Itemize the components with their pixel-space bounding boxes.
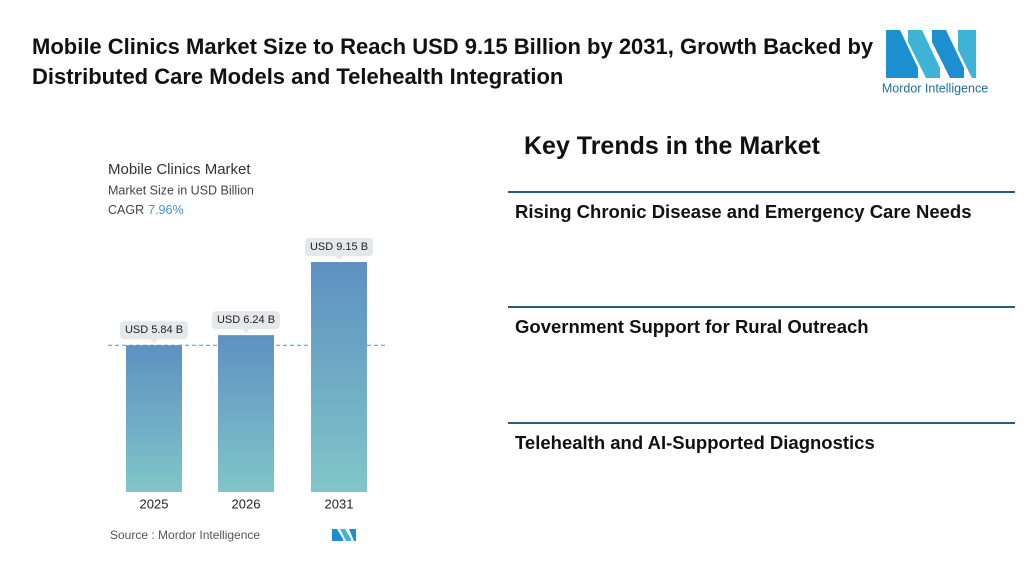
value-label-pointer [242,329,250,334]
bar [311,262,367,492]
chart-title: Mobile Clinics Market [108,161,251,178]
trend-item: Rising Chronic Disease and Emergency Car… [515,201,972,222]
x-tick-label: 2031 [325,496,354,511]
bar [218,335,274,492]
bar [126,345,182,492]
chart-subtitle: Market Size in USD Billion [108,183,254,197]
trend-divider [508,191,1015,193]
value-label-box [305,238,373,256]
trend-divider [508,306,1015,308]
trends-heading: Key Trends in the Market [524,132,820,160]
cagr-value: 7.96% [148,203,183,217]
value-label-box [120,321,188,340]
x-tick-label: 2025 [140,496,169,511]
page-title: Mobile Clinics Market Size to Reach USD … [32,34,874,89]
value-label: USD 5.84 B [125,324,183,336]
logo-text: Mordor Intelligence [882,81,988,95]
trend-item: Government Support for Rural Outreach [515,316,869,337]
value-label: USD 6.24 B [217,314,275,326]
source: Source : Mordor Intelligence [110,528,260,542]
x-tick-label: 2026 [232,496,261,511]
logo: Mordor Intelligence [882,30,988,95]
trend-item: Telehealth and AI-Supported Diagnostics [515,432,875,453]
trend-divider [508,422,1015,424]
source-logo [332,529,356,541]
value-label-pointer [150,339,158,344]
value-label-pointer [335,256,343,260]
cagr: CAGR 7.96% [108,203,184,217]
value-label: USD 9.15 B [310,241,368,253]
value-label-box [212,311,280,330]
cagr-label: CAGR [108,203,144,217]
chart: Mobile Clinics Market Market Size in USD… [108,161,386,542]
